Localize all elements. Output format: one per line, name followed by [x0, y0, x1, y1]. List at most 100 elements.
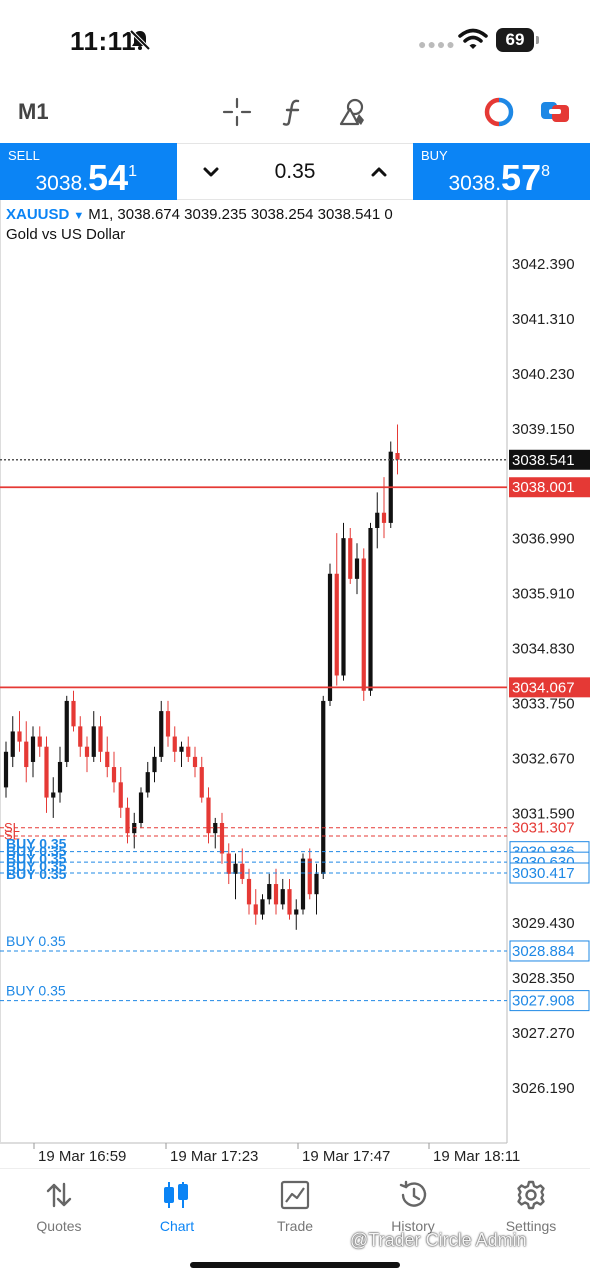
candle-body [334, 573, 339, 676]
time-axis-label: 19 Mar 17:23 [170, 1148, 258, 1165]
price-axis-label: 3036.990 [512, 531, 575, 548]
candle-body [361, 558, 366, 691]
nav-chart[interactable]: Chart [118, 1177, 236, 1241]
price-axis-label: 3042.390 [512, 256, 575, 273]
chart-canvas[interactable]: 3042.390 3041.310 3040.230 3039.150 3036.990… [0, 200, 590, 1168]
status-bar: 11:11 ●●●● 69 [0, 0, 590, 80]
battery-icon: 69 [496, 28, 539, 52]
candle-body [165, 711, 171, 737]
volume-control: 0.35 [177, 143, 413, 200]
price-axis-label: 3039.150 [512, 421, 575, 438]
candle-body [246, 878, 252, 905]
symbol-description: Gold vs US Dollar [6, 226, 126, 243]
one-click-trading-icon[interactable] [539, 96, 571, 128]
nav-label-quotes: Quotes [36, 1218, 82, 1234]
candle-body [300, 858, 306, 910]
order-label-buy: BUY 0.35 [6, 933, 66, 949]
candle-body [321, 700, 326, 874]
candle-body [381, 512, 387, 523]
indicators-f-icon[interactable] [278, 96, 310, 128]
candle-body [395, 453, 400, 460]
candle-body [348, 538, 353, 579]
order-price-tag-text: 3038.001 [512, 479, 575, 496]
order-price-tag-blue [509, 862, 590, 884]
watermark-text: @Trader Circle Admin [350, 1230, 527, 1250]
candle-body [105, 751, 110, 768]
candle-body [10, 731, 15, 757]
order-price-tag-text: 3028.884 [512, 943, 575, 960]
candle-body [206, 797, 211, 834]
sell-caption: SELL [8, 148, 40, 163]
candle-body [30, 736, 36, 762]
nav-settings[interactable]: Settings [472, 1177, 590, 1241]
symbol-name[interactable]: XAUUSD [6, 206, 70, 223]
nav-label-chart: Chart [159, 1218, 195, 1234]
candlestick-chart-icon [164, 1182, 188, 1208]
candle-body [327, 573, 333, 701]
candle-body [192, 756, 198, 768]
current-price-tag-text: 3038.541 [512, 452, 575, 469]
candle-body [267, 884, 272, 900]
bottom-navigation: Quotes Chart Trade History [0, 1168, 590, 1280]
buy-caption: BUY [421, 148, 448, 163]
price-chart[interactable]: 3042.390 3041.310 3040.230 3039.150 3036.990… [0, 200, 590, 1168]
account-switch-icon[interactable] [483, 96, 515, 128]
candle-body [24, 741, 29, 768]
price-axis-label: 3031.590 [512, 805, 575, 822]
volume-decrease-chevron-icon[interactable] [199, 160, 223, 184]
timeframe-selector[interactable]: M1 [18, 99, 49, 124]
nav-trade[interactable]: Trade [236, 1177, 354, 1241]
order-price-tag-text: 3030.417 [512, 865, 575, 882]
sl-label: SL [4, 820, 20, 835]
nav-label-trade: Trade [276, 1218, 314, 1234]
candle-body [98, 726, 103, 752]
time-axis-label: 19 Mar 18:11 [433, 1148, 520, 1165]
candle-body [368, 527, 373, 691]
order-price-tag-blue [509, 990, 590, 1012]
candle-body [17, 731, 22, 742]
candle-body [219, 822, 225, 854]
order-price-tag-red [509, 477, 590, 498]
order-label-buy: BUY 0.35 [6, 843, 67, 859]
ohlc-readout: M1, 3038.674 3039.235 3038.254 3038.541 … [88, 206, 393, 223]
trade-chart-icon [280, 1180, 310, 1210]
order-price-tag-text: 3034.067 [512, 679, 575, 696]
sl-label: SL [4, 828, 20, 843]
candle-body [307, 858, 312, 895]
order-label-buy: BUY 0.35 [6, 835, 67, 851]
order-price-tag-text: 3027.908 [512, 993, 575, 1010]
nav-history[interactable]: History [354, 1177, 472, 1241]
volume-increase-chevron-icon[interactable] [367, 160, 391, 184]
candle-body [37, 736, 42, 747]
chart-toolbar: M1 [0, 82, 590, 142]
candle-body [57, 761, 63, 793]
candle-body [125, 807, 130, 834]
candle-body [314, 873, 319, 895]
crosshair-icon[interactable] [221, 96, 253, 128]
candle-body [71, 700, 76, 727]
wifi-icon [458, 28, 488, 49]
buy-button[interactable]: BUY 3038.578 [413, 143, 590, 200]
time-axis-label: 19 Mar 16:59 [38, 1148, 126, 1165]
candle-body [280, 889, 285, 905]
candle-body [51, 792, 56, 798]
candle-body [294, 909, 299, 915]
candle-body [118, 782, 123, 808]
home-indicator [190, 1262, 400, 1268]
candle-body [138, 792, 144, 823]
candle-body [64, 700, 69, 762]
candle-body [240, 863, 245, 879]
candle-body [341, 538, 346, 676]
symbol-caret-icon[interactable]: ▼ [73, 210, 85, 222]
buy-price: 3038.578 [448, 157, 550, 198]
sell-button[interactable]: SELL 3038.541 [0, 143, 177, 200]
candle-body [273, 884, 279, 905]
time-axis-label: 19 Mar 17:47 [302, 1148, 390, 1165]
nav-quotes[interactable]: Quotes [0, 1177, 118, 1241]
candle-body [226, 853, 231, 874]
price-axis-label: 3033.750 [512, 695, 575, 712]
objects-icon[interactable] [336, 96, 368, 128]
order-price-tag-text: 3031.307 [512, 820, 575, 837]
volume-value[interactable]: 0.35 [274, 160, 316, 183]
nav-label-settings: Settings [505, 1218, 557, 1234]
